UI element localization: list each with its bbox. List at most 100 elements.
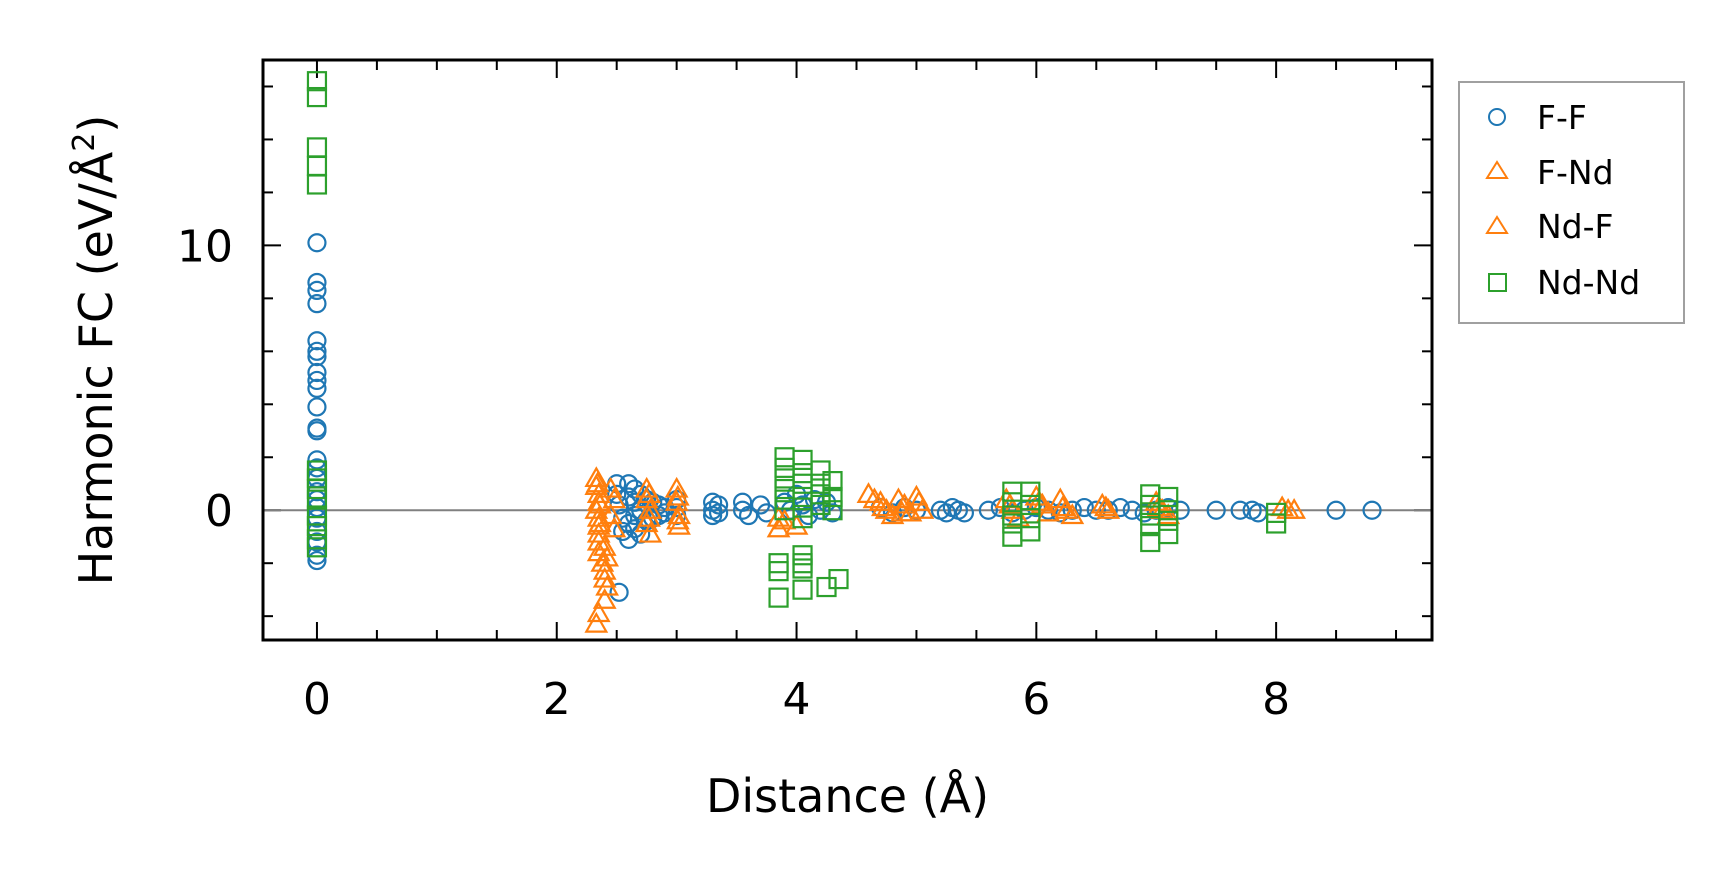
legend-marker-nd-nd (1488, 273, 1507, 292)
data-point (1230, 500, 1250, 520)
y-axis-label-close: ) (69, 115, 123, 133)
y-axis-label-superscript: 2 (67, 133, 102, 152)
data-point (1020, 494, 1041, 516)
data-point (307, 341, 327, 361)
data-point (1048, 487, 1073, 509)
data-point (306, 478, 328, 500)
data-point (307, 378, 327, 399)
data-point (665, 484, 690, 506)
data-point (1326, 500, 1346, 520)
data-point (307, 272, 327, 293)
data-point (810, 460, 831, 481)
data-point (307, 331, 327, 351)
data-point (1086, 500, 1106, 520)
data-point (592, 588, 617, 609)
x-tick-label: 8 (1262, 674, 1290, 725)
x-tick-label: 6 (1022, 674, 1050, 725)
data-point (307, 362, 327, 383)
data-point (1093, 495, 1118, 517)
legend-marker-f-nd (1485, 160, 1509, 179)
data-point (792, 449, 813, 471)
data-point (592, 558, 617, 580)
data-point (822, 486, 843, 508)
data-point (822, 500, 843, 521)
data-point (784, 513, 809, 535)
data-point (625, 479, 645, 499)
legend-label-nd-nd: Nd-Nd (1537, 263, 1640, 302)
data-point (592, 566, 617, 588)
data-point (1206, 500, 1226, 520)
data-point (1158, 510, 1179, 531)
x-tick-label: 4 (783, 674, 811, 725)
data-point (738, 505, 759, 526)
data-point (768, 587, 789, 608)
data-point (619, 474, 639, 494)
data-point (588, 511, 612, 533)
data-point (584, 611, 609, 633)
data-point (890, 500, 914, 522)
data-point (822, 470, 843, 492)
data-point (709, 503, 729, 523)
legend: F-F F-Nd Nd-F Nd-Nd (1458, 81, 1685, 324)
data-point (306, 71, 328, 92)
data-point (810, 473, 831, 494)
data-point (1266, 502, 1287, 523)
data-point (792, 508, 813, 529)
legend-marker-f-f (1488, 108, 1506, 126)
data-point (307, 233, 327, 253)
data-point (664, 476, 689, 498)
y-axis-label: Harmonic FC (eV/Å2) (67, 115, 123, 586)
x-tick-label: 2 (543, 674, 571, 725)
data-point (619, 529, 639, 549)
data-point (307, 370, 327, 391)
data-point (1266, 513, 1287, 534)
data-point (810, 484, 831, 505)
data-point (862, 487, 887, 509)
data-point (1158, 486, 1179, 508)
x-axis-label: Distance (Å) (706, 769, 989, 823)
data-point (1276, 498, 1301, 519)
x-tick-label: 0 (303, 674, 331, 725)
data-point (602, 487, 627, 509)
data-point (306, 86, 328, 108)
tick-labels: 0 2 4 6 8 0 10 (177, 221, 1290, 725)
data-point (1362, 500, 1382, 520)
data-point (584, 466, 609, 488)
data-point (1036, 500, 1061, 522)
data-point (1006, 505, 1031, 527)
data-point (732, 500, 753, 520)
y-tick-label: 0 (205, 486, 233, 537)
data-point (306, 505, 328, 526)
data-point (1158, 500, 1179, 521)
data-point (792, 558, 813, 579)
data-point (609, 582, 629, 602)
data-point (1020, 521, 1041, 542)
data-point (595, 545, 620, 567)
legend-marker-nd-f (1485, 215, 1509, 234)
data-point (786, 484, 807, 504)
legend-label-nd-f: Nd-F (1537, 207, 1614, 246)
data-point (625, 505, 645, 526)
legend-label-f-f: F-F (1537, 98, 1587, 137)
data-point (1020, 508, 1041, 529)
data-point (585, 471, 610, 493)
data-point (768, 561, 789, 582)
data-point (307, 421, 327, 441)
data-point (306, 489, 328, 510)
data-point (667, 503, 691, 525)
data-point (306, 537, 328, 558)
data-point (592, 535, 617, 556)
data-point (602, 516, 627, 538)
data-point (307, 280, 327, 301)
data-point (637, 482, 661, 503)
data-point (307, 550, 327, 571)
data-point (638, 521, 663, 543)
data-point (637, 505, 661, 527)
data-point (1050, 495, 1075, 517)
series-nd-nd (306, 71, 1287, 608)
data-point (667, 513, 691, 535)
data-point (828, 568, 849, 590)
data-point (1158, 523, 1179, 545)
